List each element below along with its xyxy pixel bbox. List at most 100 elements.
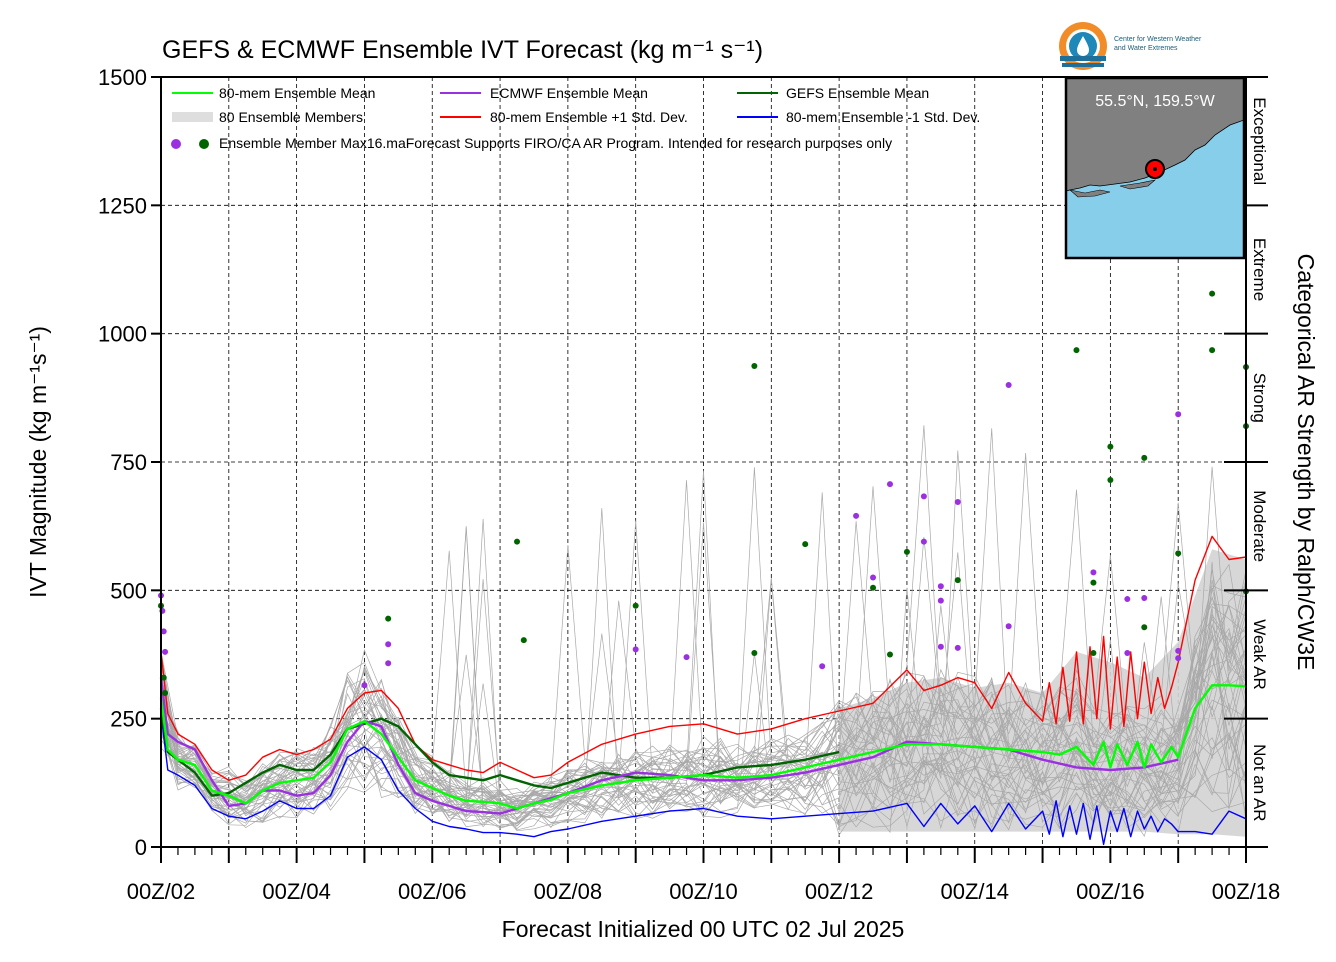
ecmwf-max-point: [162, 648, 169, 655]
gefs-max-point: [1175, 550, 1182, 557]
member-line: [160, 526, 1247, 817]
ecmwf-max-point: [920, 538, 927, 545]
ar-category-labels: Not an AR Weak AR Moderate Strong Extreme Exc…: [1250, 97, 1269, 821]
legend-ens-mean: 80-mem Ensemble Mean: [219, 85, 375, 101]
member-line: [160, 634, 1247, 815]
legend-dot-ecmwf: [171, 139, 181, 149]
gefs-max-point: [1073, 347, 1080, 354]
member-line: [160, 555, 1247, 802]
ecmwf-max-point: [1090, 569, 1097, 576]
inset-location-label: 55.5°N, 159.5°W: [1095, 93, 1215, 110]
ecmwf-max-point: [853, 512, 860, 519]
series-gefs-mean: [159, 708, 840, 797]
legend-plus-std: 80-mem Ensemble +1 Std. Dev.: [490, 109, 688, 125]
member-line: [160, 725, 1247, 834]
ecmwf-max-point: [385, 641, 392, 648]
y-tick-label: 500: [110, 578, 147, 603]
chart-title: GEFS & ECMWF Ensemble IVT Forecast (kg m…: [162, 36, 763, 64]
legend-gefs-mean: GEFS Ensemble Mean: [786, 85, 929, 101]
ecmwf-max-point: [1124, 596, 1131, 603]
x-axis-label: Forecast Initialized 00 UTC 02 Jul 2025: [502, 916, 905, 942]
gefs-max-point: [160, 674, 167, 681]
ecmwf-max-point: [1141, 595, 1148, 602]
gefs-max-point: [385, 615, 392, 622]
y-axis-label: IVT Magnitude (kg m⁻¹s⁻¹): [25, 326, 51, 598]
gefs-max-point: [886, 651, 893, 658]
ecmwf-max-point: [937, 583, 944, 590]
logo-line-1: Center for Western Weather: [1114, 36, 1202, 43]
gefs-max-point: [903, 548, 910, 555]
gefs-max-point: [520, 637, 527, 644]
y-tick-label: 1500: [98, 65, 147, 90]
ecmwf-max-point: [683, 654, 690, 661]
ecmwf-max-point: [886, 481, 893, 488]
ecmwf-max-point: [1005, 623, 1012, 630]
gefs-max-point: [162, 690, 169, 696]
gefs-max-point: [632, 602, 639, 609]
y-tick-label: 1250: [98, 193, 147, 218]
category-label: Exceptional: [1250, 97, 1269, 185]
x-tick-label: 00Z/12: [805, 879, 874, 904]
x-tick-label: 00Z/04: [262, 879, 331, 904]
ecmwf-max-point: [632, 646, 639, 653]
gefs-max-point: [751, 649, 758, 656]
category-label: Not an AR: [1250, 744, 1269, 822]
legend-members: 80 Ensemble Members: [219, 109, 363, 125]
ecmwf-max-point: [1175, 411, 1182, 418]
gefs-max-point: [954, 577, 961, 584]
legend-minus-std: 80-mem Ensemble -1 Std. Dev.: [786, 109, 980, 125]
gefs-max-point: [1209, 347, 1216, 354]
ecmwf-max-point: [954, 499, 961, 506]
gefs-max-point: [1090, 649, 1097, 656]
member-line: [160, 467, 1247, 804]
ecmwf-max-point: [1175, 647, 1182, 654]
legend-max-label: Ensemble Member Max: [219, 135, 367, 151]
member-line: [160, 518, 1247, 813]
category-label: Moderate: [1250, 490, 1269, 562]
gefs-max-point: [870, 584, 877, 591]
series-ens-mean: [159, 684, 1247, 810]
ecmwf-max-point: [1175, 655, 1182, 662]
member-max-points: [158, 290, 1249, 696]
ecmwf-max-point: [870, 574, 877, 581]
legend-swatch-members: [172, 112, 213, 122]
gefs-max-point: [514, 538, 521, 545]
member-line: [160, 577, 1247, 806]
gefs-max-point: [1141, 454, 1148, 461]
y-tick-label: 0: [135, 835, 147, 860]
legend-max-dots: Ensemble Member Max16.maForecast Support…: [219, 135, 892, 151]
gefs-max-point: [1090, 579, 1097, 586]
ecmwf-max-point: [160, 628, 167, 635]
x-tick-label: 00Z/06: [398, 879, 467, 904]
ecmwf-max-point: [920, 493, 927, 500]
gefs-max-point: [802, 541, 809, 548]
right-axis-label: Categorical AR Strength by Ralph/CW3E: [1293, 254, 1319, 671]
ecmwf-max-point: [1005, 382, 1012, 388]
category-label: Weak AR: [1250, 619, 1269, 690]
ecmwf-max-point: [819, 663, 826, 670]
gefs-max-point: [1107, 476, 1114, 483]
ecmwf-max-point: [1124, 649, 1131, 656]
x-tick-label: 00Z/08: [534, 879, 603, 904]
legend-ecmwf-mean: ECMWF Ensemble Mean: [490, 85, 648, 101]
x-tick-label: 00Z/10: [669, 879, 738, 904]
legend: 80-mem Ensemble Mean ECMWF Ensemble Mean…: [171, 85, 980, 151]
x-tick-label: 00Z/02: [127, 879, 196, 904]
ecmwf-max-point: [937, 597, 944, 604]
category-label: Extreme: [1250, 238, 1269, 301]
member-line: [160, 723, 1247, 838]
gefs-max-point: [1209, 290, 1216, 297]
member-line: [160, 522, 1247, 807]
inset-map: 55.5°N, 159.5°W: [1064, 76, 1246, 260]
member-line: [160, 679, 1247, 825]
mean-series: [159, 535, 1247, 846]
series-plus-std: [160, 535, 1247, 781]
ecmwf-max-point: [954, 644, 961, 651]
ecmwf-max-point: [385, 660, 392, 667]
member-line: [160, 605, 1247, 827]
x-tick-label: 00Z/18: [1212, 879, 1281, 904]
member-line: [160, 728, 1247, 832]
series-minus-std: [160, 713, 1247, 846]
x-tick-label: 00Z/16: [1076, 879, 1145, 904]
